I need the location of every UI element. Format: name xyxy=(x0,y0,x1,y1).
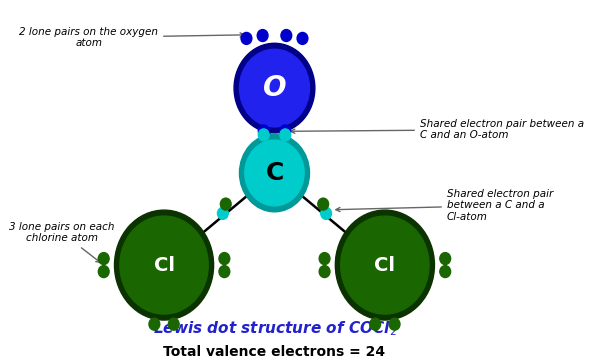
Ellipse shape xyxy=(440,266,451,278)
Ellipse shape xyxy=(281,29,292,41)
Ellipse shape xyxy=(440,253,451,265)
Ellipse shape xyxy=(217,207,228,219)
Text: Total valence electrons = 24: Total valence electrons = 24 xyxy=(163,345,385,360)
Text: 2 lone pairs on the oxygen
atom: 2 lone pairs on the oxygen atom xyxy=(19,27,244,48)
Ellipse shape xyxy=(240,134,309,212)
Text: Shared electron pair between a
C and an O-atom: Shared electron pair between a C and an … xyxy=(291,119,584,141)
Ellipse shape xyxy=(234,43,315,133)
Ellipse shape xyxy=(220,198,231,210)
Ellipse shape xyxy=(149,318,160,330)
Ellipse shape xyxy=(341,216,429,314)
Ellipse shape xyxy=(169,318,179,330)
Ellipse shape xyxy=(370,318,380,330)
Ellipse shape xyxy=(319,266,330,278)
Ellipse shape xyxy=(240,49,309,127)
Text: Lewis dot structure of COCl$_2$: Lewis dot structure of COCl$_2$ xyxy=(153,319,396,338)
Text: C: C xyxy=(265,161,284,185)
Ellipse shape xyxy=(120,216,208,314)
Ellipse shape xyxy=(245,140,304,206)
Ellipse shape xyxy=(318,198,329,210)
Ellipse shape xyxy=(98,266,109,278)
Text: Shared electron pair
between a C and a
Cl-atom: Shared electron pair between a C and a C… xyxy=(336,189,553,222)
Ellipse shape xyxy=(280,125,291,137)
Ellipse shape xyxy=(319,253,330,265)
Ellipse shape xyxy=(321,207,332,219)
Ellipse shape xyxy=(219,253,230,265)
Ellipse shape xyxy=(389,318,400,330)
Ellipse shape xyxy=(280,129,291,141)
Text: Cl: Cl xyxy=(154,256,175,274)
Ellipse shape xyxy=(114,210,214,320)
Ellipse shape xyxy=(258,125,269,137)
Ellipse shape xyxy=(258,129,269,141)
Ellipse shape xyxy=(219,266,230,278)
Text: O: O xyxy=(262,74,287,102)
Text: Cl: Cl xyxy=(374,256,396,274)
Ellipse shape xyxy=(257,29,268,41)
Ellipse shape xyxy=(335,210,435,320)
Ellipse shape xyxy=(297,32,308,44)
Ellipse shape xyxy=(241,32,252,44)
Ellipse shape xyxy=(98,253,109,265)
Text: 3 lone pairs on each
chlorine atom: 3 lone pairs on each chlorine atom xyxy=(9,222,114,262)
